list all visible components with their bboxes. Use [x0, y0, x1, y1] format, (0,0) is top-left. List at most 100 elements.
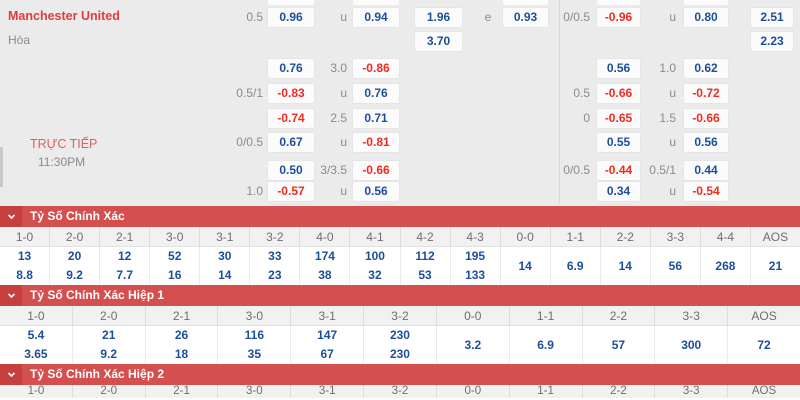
odds-cell[interactable]: 1.96: [415, 8, 462, 27]
odds-cell[interactable]: 0.96: [268, 8, 314, 27]
score-odds-value[interactable]: 6.9: [566, 258, 584, 273]
odds-cell[interactable]: -0.86: [353, 59, 399, 78]
score-odds-value[interactable]: 195: [465, 249, 486, 263]
score-column-header: 0-0: [437, 306, 510, 325]
score-column-header: 2-2: [583, 385, 656, 398]
score-odds-value[interactable]: 52: [168, 249, 182, 263]
score-odds-value[interactable]: 56: [668, 258, 683, 273]
score-odds-value[interactable]: 33: [268, 249, 282, 263]
odds-cell[interactable]: 0.94: [353, 8, 399, 27]
score-odds-value[interactable]: 72: [757, 337, 771, 352]
odds-cell[interactable]: 0.50: [268, 161, 314, 180]
odds-cell[interactable]: -0.57: [268, 182, 314, 201]
score-odds-value[interactable]: 9.2: [100, 347, 118, 361]
score-odds-value[interactable]: 116: [244, 328, 265, 342]
score-column-header: 2-1: [100, 227, 151, 246]
chevron-down-icon[interactable]: [0, 206, 22, 227]
score-odds-value[interactable]: 38: [318, 268, 332, 282]
score-odds-value[interactable]: 9.2: [66, 268, 83, 282]
score-odds-value[interactable]: 6.9: [537, 337, 554, 352]
odds-cell[interactable]: 0.44: [684, 161, 728, 180]
cutoff-cell: [268, 0, 314, 5]
odds-cell[interactable]: 0.71: [353, 109, 399, 128]
chevron-down-icon[interactable]: [0, 364, 22, 385]
cutoff-cell: [684, 0, 728, 5]
odds-line-label: 0/0.5: [236, 135, 263, 149]
score-odds-value[interactable]: 14: [618, 258, 632, 273]
odds-cell[interactable]: 2.51: [751, 8, 793, 27]
score-column: 112 53: [401, 247, 451, 285]
odds-cell[interactable]: -0.81: [353, 133, 399, 152]
score-odds-value[interactable]: 67: [320, 347, 334, 361]
odds-cell[interactable]: 2.23: [751, 32, 793, 51]
score-odds-value[interactable]: 12: [117, 249, 132, 263]
scroll-indicator[interactable]: [0, 147, 3, 187]
score-odds-value[interactable]: 14: [518, 258, 532, 273]
score-odds-value[interactable]: 7.7: [116, 268, 133, 282]
odds-cell[interactable]: -0.72: [684, 84, 728, 103]
odds-cell[interactable]: 0.80: [684, 8, 728, 27]
score-odds-value[interactable]: 230: [389, 347, 410, 361]
score-odds-value[interactable]: 16: [168, 268, 182, 282]
odds-cell[interactable]: -0.44: [597, 161, 640, 180]
odds-cell[interactable]: -0.96: [597, 8, 640, 27]
score-odds-value[interactable]: 30: [218, 249, 232, 263]
score-odds-value[interactable]: 112: [415, 249, 435, 263]
score-odds-value[interactable]: 133: [465, 268, 486, 282]
odds-cell[interactable]: 0.62: [684, 59, 728, 78]
odds-cell[interactable]: -0.74: [268, 109, 314, 128]
odds-cell[interactable]: 0.67: [268, 133, 314, 152]
score-odds-value[interactable]: 21: [102, 328, 116, 342]
odds-cell[interactable]: 0.56: [353, 182, 399, 201]
score-odds-value[interactable]: 3.65: [24, 347, 48, 361]
score-odds-value[interactable]: 300: [681, 337, 702, 352]
odds-cell[interactable]: 0.76: [268, 59, 314, 78]
score-odds-value[interactable]: 32: [368, 268, 382, 282]
chevron-down-icon[interactable]: [0, 285, 22, 306]
odds-cell[interactable]: -0.66: [597, 84, 640, 103]
score-odds-value[interactable]: 230: [389, 328, 410, 342]
odds-cell[interactable]: -0.66: [684, 109, 728, 128]
odds-cell[interactable]: 3.70: [415, 32, 462, 51]
score-column: 100 32: [350, 247, 401, 285]
odds-cell[interactable]: 0.55: [597, 133, 640, 152]
odds-cell[interactable]: -0.66: [353, 161, 399, 180]
score-odds-value[interactable]: 13: [17, 249, 32, 263]
score-header-row: 1-0 2-0 2-1 3-0 3-1 3-2 0-0 1-1 2-2 3-3 AOS: [0, 306, 800, 326]
score-odds-value[interactable]: 53: [418, 268, 432, 282]
score-odds-value[interactable]: 8.8: [16, 268, 33, 282]
score-odds-value[interactable]: 57: [611, 337, 626, 352]
score-odds-value[interactable]: 268: [715, 258, 736, 273]
odds-cell[interactable]: 0.93: [503, 8, 548, 27]
score-column-header: 2-0: [50, 227, 101, 246]
odds-cell[interactable]: -0.83: [268, 84, 314, 103]
home-team-name[interactable]: Manchester United: [8, 9, 120, 23]
score-column-header: 2-2: [601, 227, 651, 246]
score-column-header: 3-0: [218, 385, 292, 398]
odds-line-label: u: [340, 184, 347, 198]
live-badge: TRỰC TIẾP: [30, 137, 98, 151]
score-column-header: 0-0: [437, 385, 510, 398]
score-odds-value[interactable]: 14: [218, 268, 232, 282]
score-odds-value[interactable]: 5.4: [27, 328, 45, 342]
score-odds-value[interactable]: 20: [67, 249, 82, 263]
score-odds-value[interactable]: 174: [314, 249, 335, 263]
score-odds-value[interactable]: 147: [317, 328, 338, 342]
odds-cell[interactable]: 0.56: [597, 59, 640, 78]
score-column-header: 3-0: [150, 227, 201, 246]
odds-cell[interactable]: -0.54: [684, 182, 728, 201]
score-odds-value[interactable]: 21: [768, 258, 783, 273]
score-column-header: 3-0: [218, 306, 292, 325]
score-column-header: 3-2: [250, 227, 301, 246]
score-odds-value[interactable]: 18: [174, 347, 189, 361]
score-odds-value[interactable]: 26: [174, 328, 189, 342]
score-odds-value[interactable]: 23: [268, 268, 282, 282]
odds-cell[interactable]: 0.56: [684, 133, 728, 152]
score-column-header: 4-2: [401, 227, 451, 246]
odds-cell[interactable]: 0.76: [353, 84, 399, 103]
score-odds-value[interactable]: 100: [364, 249, 385, 263]
odds-cell[interactable]: -0.65: [597, 109, 640, 128]
score-odds-value[interactable]: 3.2: [464, 337, 482, 352]
score-odds-value[interactable]: 35: [247, 347, 262, 361]
odds-cell[interactable]: 0.34: [597, 182, 640, 201]
